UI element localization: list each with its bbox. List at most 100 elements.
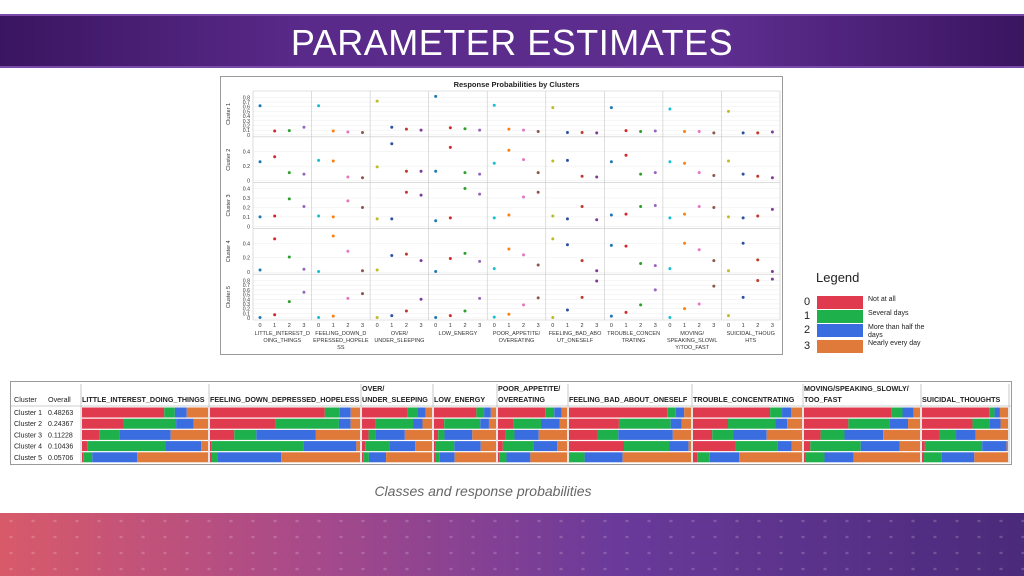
column-header: OVER/ (362, 384, 384, 393)
stacked-segment (956, 429, 976, 440)
data-point (390, 142, 394, 146)
stacked-segment (530, 452, 567, 463)
stacked-segment (123, 418, 177, 429)
cluster-row-label: Cluster 3 (226, 194, 232, 216)
stacked-segment (688, 441, 691, 452)
stacked-segment (569, 429, 598, 440)
stacked-segment (389, 441, 416, 452)
data-point (273, 155, 277, 159)
stacked-segment (693, 441, 736, 452)
column-header: OVEREATING (498, 395, 545, 404)
data-point (302, 172, 306, 176)
stacked-segment (540, 418, 560, 429)
y-tick-label: 0.6 (243, 288, 250, 294)
item-label: OVEREATING (499, 338, 535, 344)
legend-item-1: 1 Several days (804, 310, 944, 324)
stacked-segment (281, 452, 360, 463)
data-point (273, 237, 277, 241)
x-tick-label: 1 (624, 323, 627, 329)
stacked-segment (362, 452, 364, 463)
stacked-segment (413, 418, 423, 429)
cluster-name-cell: Cluster 2 (14, 421, 42, 428)
stacked-segment (480, 418, 489, 429)
data-point (653, 129, 657, 133)
stacked-segment (498, 452, 500, 463)
data-point (522, 158, 526, 162)
y-tick-label: 0 (247, 133, 250, 139)
stacked-segment (488, 418, 496, 429)
stacked-segment (559, 418, 567, 429)
stacked-segment (787, 418, 802, 429)
data-point (419, 128, 423, 132)
data-point (507, 312, 511, 316)
stacked-segment (506, 452, 531, 463)
stacked-segment (860, 441, 900, 452)
stacked-segment (554, 407, 562, 418)
stacked-segment (924, 452, 942, 463)
stacked-segment (210, 407, 325, 418)
stacked-segment (356, 441, 360, 452)
data-point (712, 205, 716, 209)
data-point (595, 279, 599, 283)
data-point (507, 213, 511, 217)
y-tick-label: 0.1 (243, 128, 250, 134)
x-tick-label: 0 (551, 323, 554, 329)
data-point (609, 160, 613, 164)
stacked-segment (165, 441, 202, 452)
stacked-segment (217, 452, 282, 463)
y-tick-label: 0.5 (243, 109, 250, 115)
stacked-segment (804, 452, 825, 463)
title-bar: PARAMETER ESTIMATES (0, 14, 1024, 68)
stacked-segment (975, 429, 1008, 440)
stacked-segment (618, 429, 673, 440)
data-point (712, 174, 716, 178)
stacked-segment (922, 452, 925, 463)
data-point (375, 316, 379, 320)
data-point (624, 129, 628, 133)
x-tick-label: 2 (639, 323, 642, 329)
data-point (595, 175, 599, 179)
data-point (741, 216, 745, 220)
stacked-segment (439, 452, 455, 463)
stacked-segment (1006, 441, 1008, 452)
data-point (522, 128, 526, 132)
stacked-segment (502, 441, 534, 452)
y-tick-label: 0.3 (243, 119, 250, 125)
y-tick-label: 0.2 (243, 164, 250, 170)
data-point (287, 129, 291, 133)
stacked-segment (697, 452, 710, 463)
stacked-segment (444, 429, 473, 440)
item-label: EPRESSED_HOPELE (313, 338, 369, 344)
data-point (346, 199, 350, 203)
stacked-segment (908, 418, 920, 429)
data-point (331, 159, 335, 163)
stacked-segment (538, 429, 567, 440)
stacked-segment (804, 441, 811, 452)
data-point (756, 279, 760, 283)
data-point (565, 217, 569, 221)
data-point (463, 171, 467, 175)
stacked-segment (684, 407, 691, 418)
stacked-segment (941, 452, 975, 463)
chart-title: Response Probabilities by Clusters (454, 80, 580, 89)
data-point (375, 99, 379, 103)
data-point (346, 130, 350, 134)
stacked-bar-table: Cluster Overall LITTLE_INTEREST_DOING_THIN… (11, 384, 1011, 463)
data-point (565, 308, 569, 312)
data-point (434, 316, 438, 320)
legend-item-0: 0 Not at all (804, 296, 944, 310)
cluster-row-label: Cluster 5 (226, 286, 232, 308)
stacked-segment (170, 429, 208, 440)
column-header: FEELING_DOWN_DEPRESSED_HOPELESS (210, 395, 360, 404)
data-point (609, 106, 613, 110)
data-point (317, 316, 321, 320)
x-tick-label: 2 (698, 323, 701, 329)
y-tick-label: 0.2 (243, 256, 250, 262)
item-label: LOW_ENERGY (439, 331, 478, 337)
data-point (404, 252, 408, 256)
x-tick-label: 3 (712, 323, 715, 329)
stacked-segment (498, 407, 546, 418)
stacked-segment (434, 452, 435, 463)
data-point (273, 129, 277, 133)
x-tick-label: 1 (449, 323, 452, 329)
